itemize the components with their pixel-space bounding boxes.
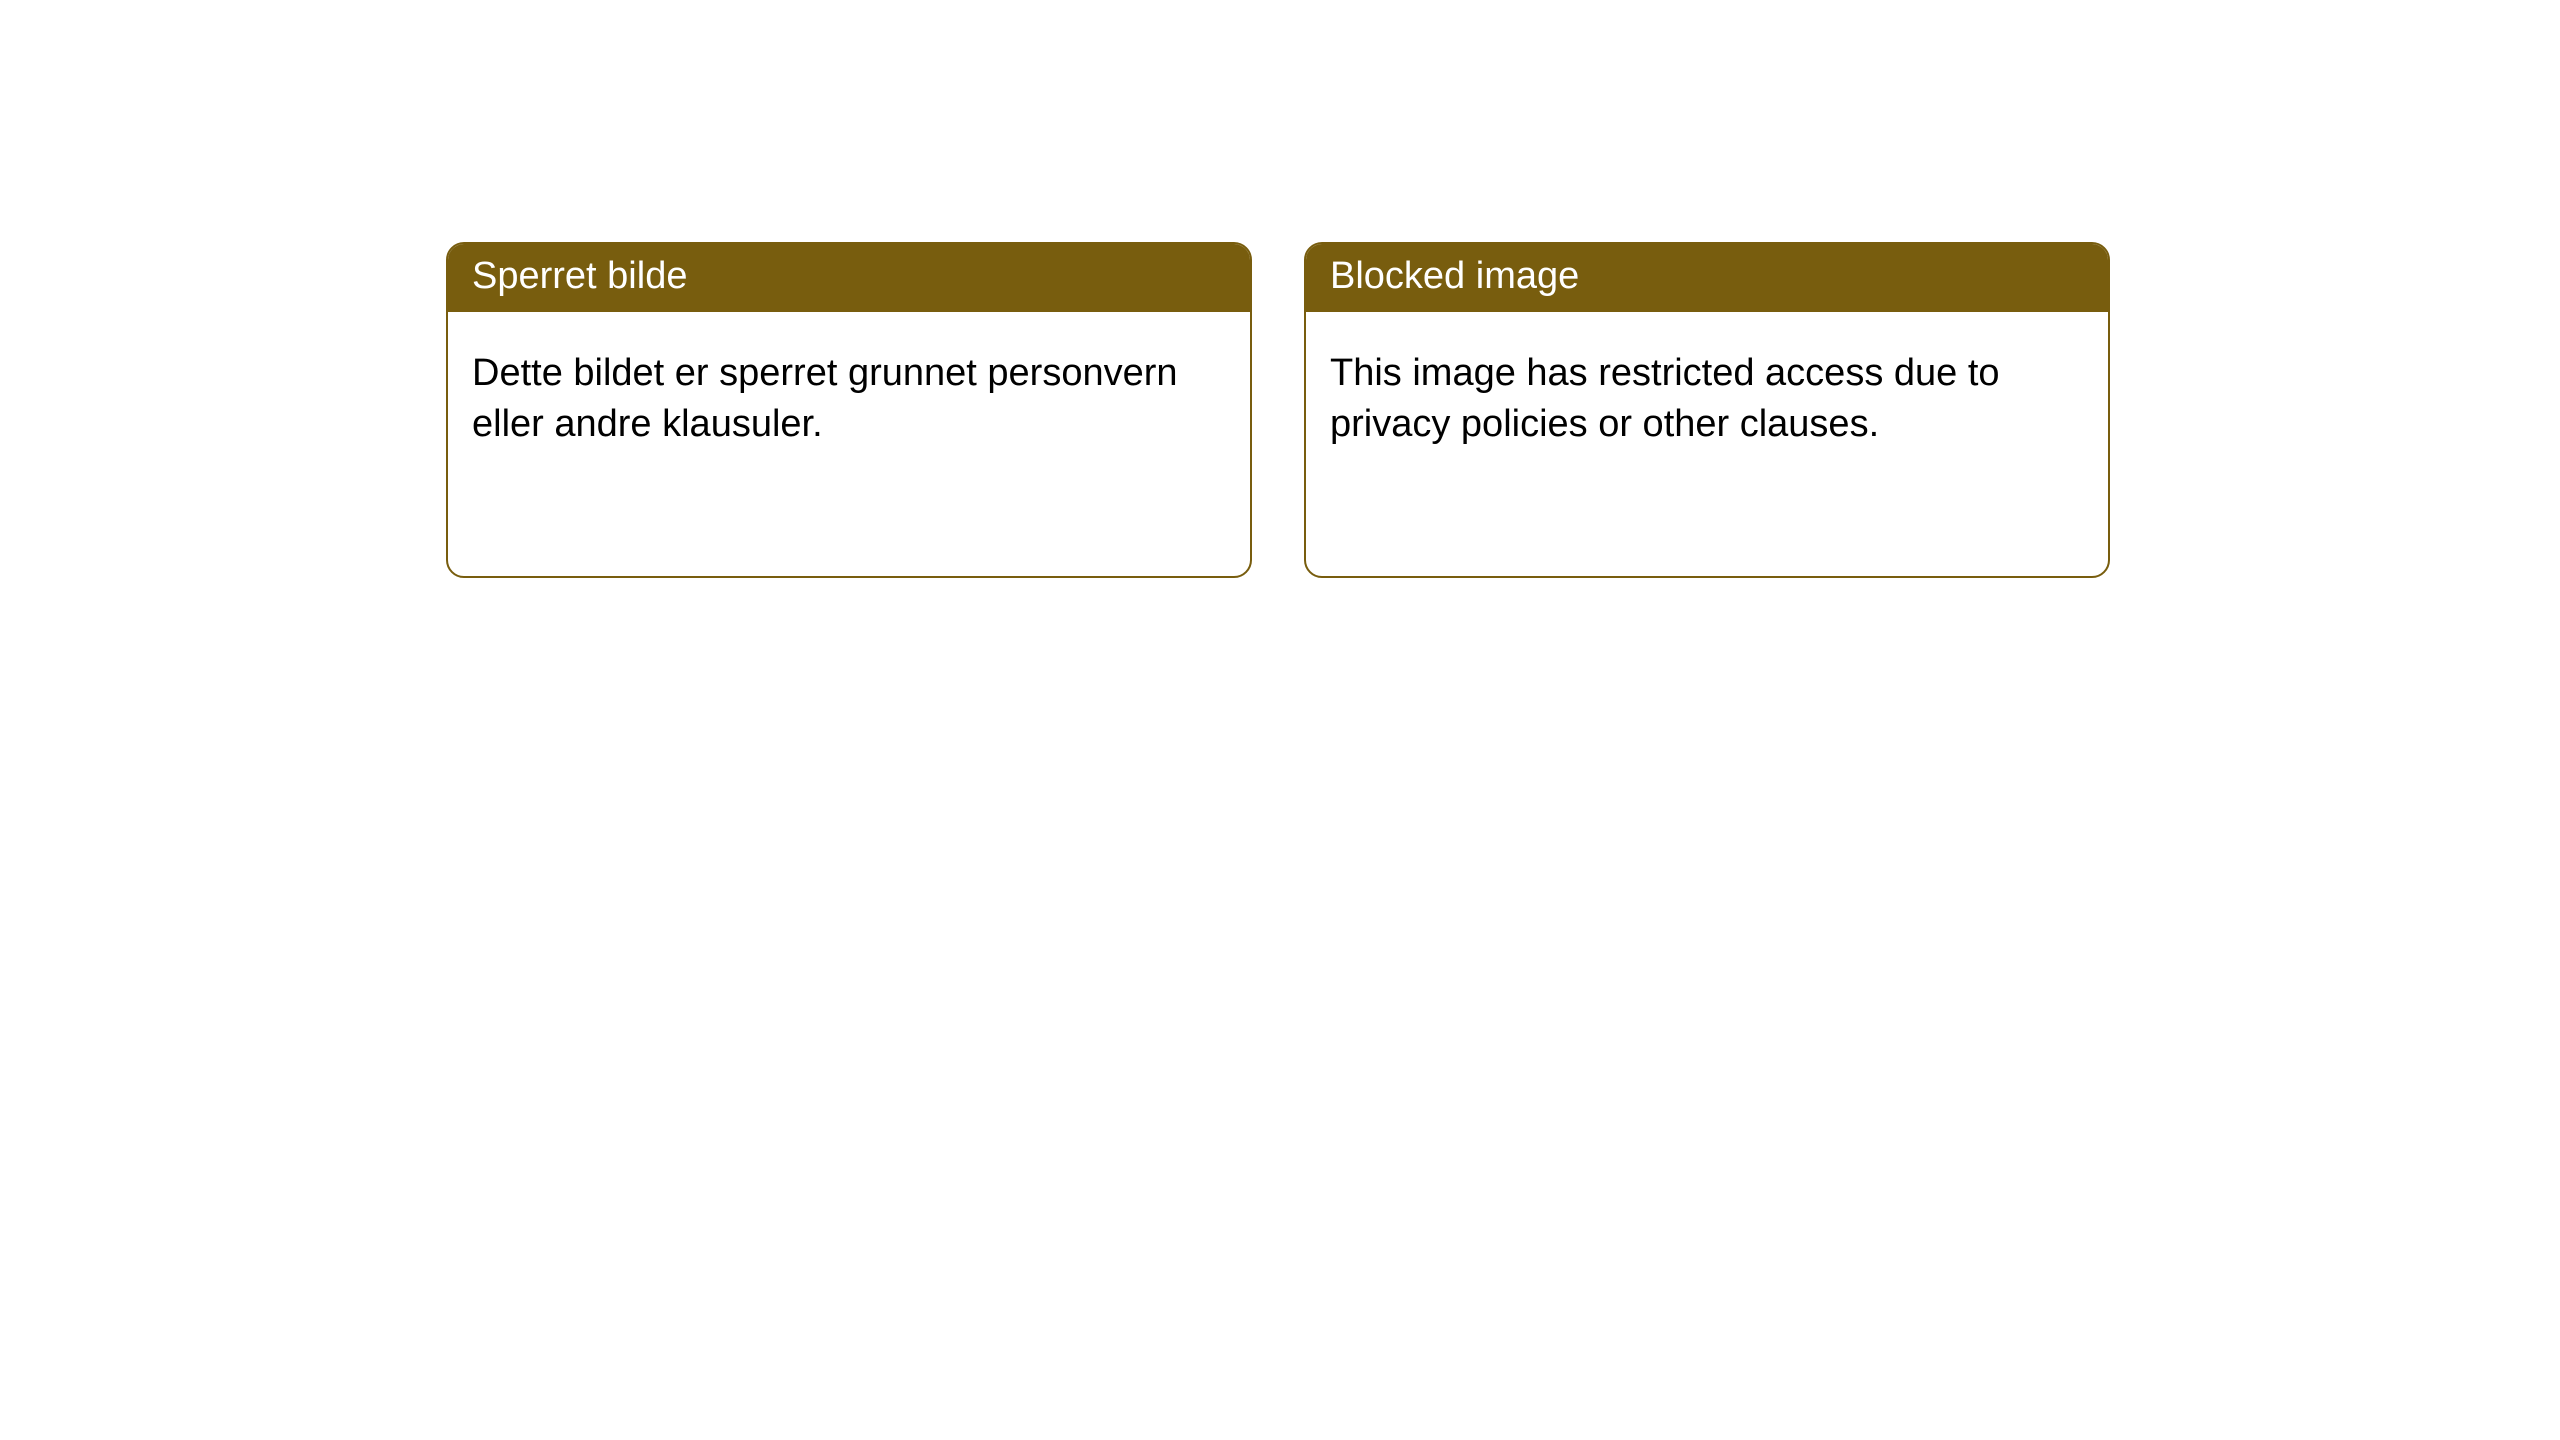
notice-container: Sperret bilde Dette bildet er sperret gr… — [0, 0, 2560, 578]
notice-title-english: Blocked image — [1306, 244, 2108, 312]
notice-title-norwegian: Sperret bilde — [448, 244, 1250, 312]
notice-body-english: This image has restricted access due to … — [1306, 312, 2108, 475]
notice-box-norwegian: Sperret bilde Dette bildet er sperret gr… — [446, 242, 1252, 578]
notice-body-norwegian: Dette bildet er sperret grunnet personve… — [448, 312, 1250, 475]
notice-box-english: Blocked image This image has restricted … — [1304, 242, 2110, 578]
